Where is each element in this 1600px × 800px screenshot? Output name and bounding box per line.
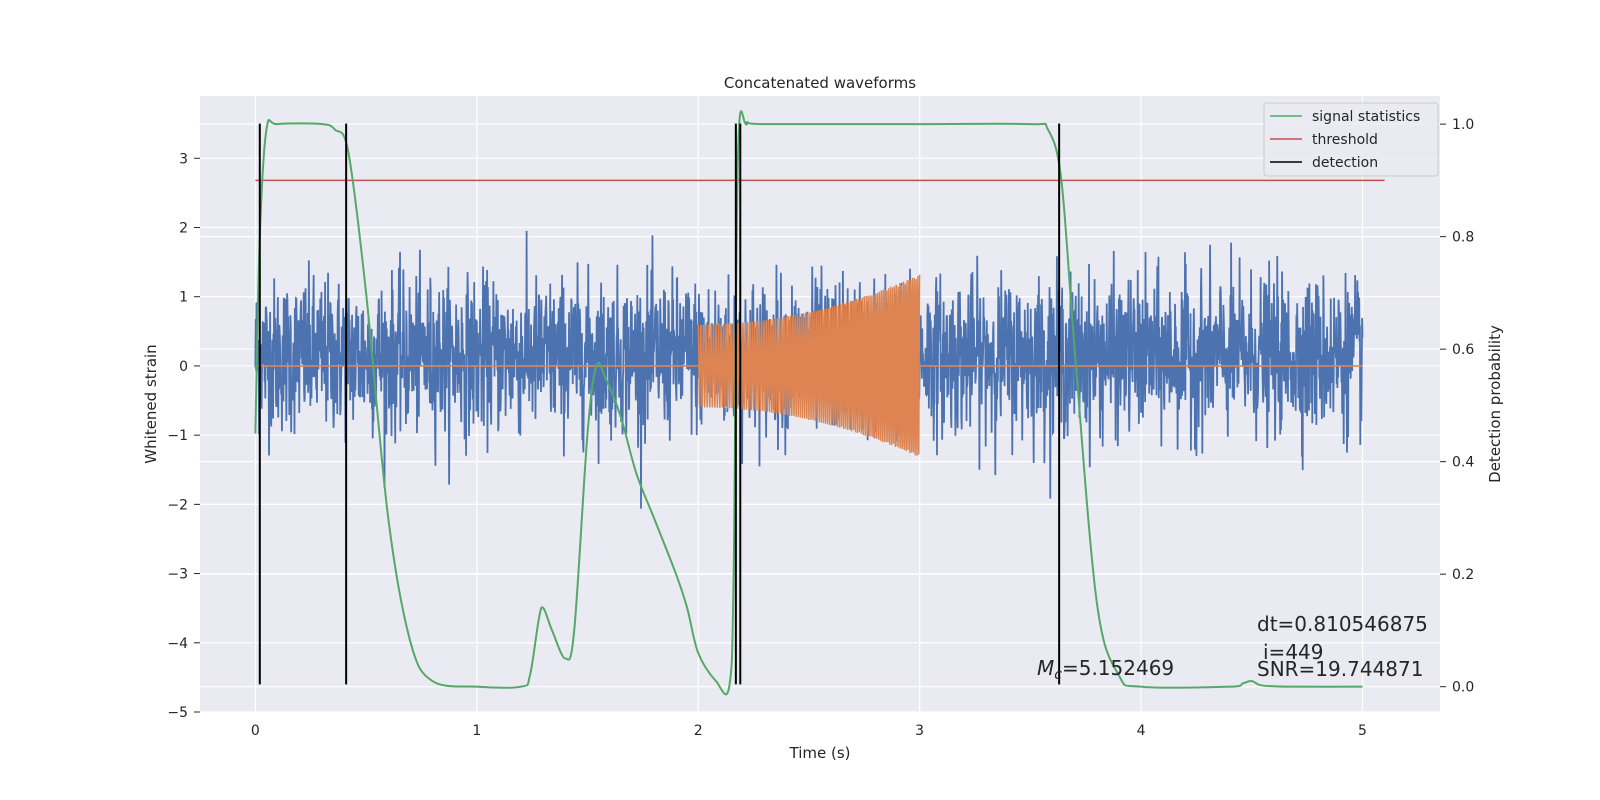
- y-tick-label: −3: [167, 567, 188, 583]
- annotation-mc-value: =5.152469: [1062, 656, 1174, 680]
- ticks: 0 1 2 3 4 5 −5 −4 −3 −2 −1 0 1 2 3 0.0 0.2 0.4 0.6 0.8 1.0: [167, 117, 1474, 739]
- x-tick-label: 5: [1358, 723, 1367, 739]
- y2-tick-label: 0.4: [1452, 455, 1474, 471]
- x-tick-label: 2: [694, 723, 703, 739]
- signal-statistics-series: [254, 110, 1363, 696]
- y2-axis-label: Detection probability: [1486, 325, 1504, 483]
- y2-tick-label: 0.0: [1452, 680, 1474, 696]
- detection-series: [258, 123, 1061, 685]
- x-tick-label: 0: [251, 723, 260, 739]
- chart-title: Concatenated waveforms: [724, 74, 916, 92]
- y2-tick-label: 0.8: [1452, 230, 1474, 246]
- x-tick-label: 4: [1137, 723, 1146, 739]
- y-tick-label: 1: [179, 290, 188, 306]
- annotation-mc-symbol: M: [1037, 656, 1054, 680]
- annotation-dt: dt=0.810546875: [1257, 612, 1428, 636]
- legend-label-signal-statistics: signal statistics: [1312, 109, 1420, 125]
- y-tick-label: −5: [167, 705, 188, 721]
- legend-box: [1263, 102, 1439, 177]
- x-axis-label: Time (s): [789, 744, 851, 762]
- y-tick-label: 2: [179, 221, 188, 237]
- y-tick-label: −4: [167, 636, 188, 652]
- y-tick-label: −2: [167, 497, 188, 513]
- y-axis-label: Whitened strain: [142, 344, 160, 463]
- legend-label-threshold: threshold: [1312, 132, 1378, 148]
- y-tick-label: −1: [167, 428, 188, 444]
- annotation-snr: SNR=19.744871: [1257, 657, 1423, 681]
- y2-tick-label: 1.0: [1452, 117, 1474, 133]
- x-tick-label: 3: [915, 723, 924, 739]
- legend-label-detection: detection: [1312, 155, 1378, 171]
- y-tick-label: 0: [179, 359, 188, 375]
- x-tick-label: 1: [472, 723, 481, 739]
- legend: signal statistics threshold detection: [1263, 102, 1439, 177]
- y2-tick-label: 0.2: [1452, 567, 1474, 583]
- annotation-i: i=449: [1263, 640, 1324, 664]
- signal-statistics-line: [254, 110, 1363, 696]
- y2-tick-label: 0.6: [1452, 342, 1474, 358]
- annotation-mc-subscript: c: [1054, 667, 1062, 683]
- annotation-chirp-mass: Mc=5.152469: [1037, 656, 1174, 683]
- y-tick-label: 3: [179, 151, 188, 167]
